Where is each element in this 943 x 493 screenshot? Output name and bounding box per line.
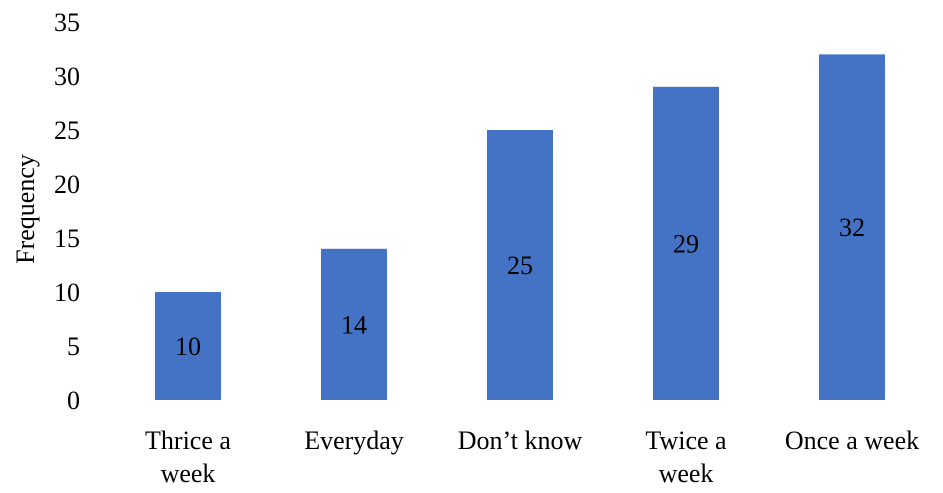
y-axis-ticks: 0 5 10 15 20 25 30 35 bbox=[54, 8, 80, 415]
y-tick-label: 30 bbox=[54, 62, 80, 91]
bars bbox=[155, 54, 885, 401]
y-tick-label: 35 bbox=[54, 8, 80, 37]
bar bbox=[487, 130, 553, 400]
bar bbox=[155, 292, 221, 400]
x-category-label: Once a week bbox=[785, 426, 919, 455]
data-labels: 10 14 25 29 32 bbox=[175, 213, 865, 361]
bar bbox=[321, 248, 387, 400]
y-tick-label: 0 bbox=[67, 386, 80, 415]
bar-data-label: 14 bbox=[341, 310, 367, 339]
x-category-label: Thrice a week bbox=[145, 426, 231, 488]
x-axis-labels: Thrice a week Everyday Don’t know Twice a wee… bbox=[145, 426, 919, 488]
x-category-label-line: week bbox=[659, 459, 714, 488]
x-category-label-line: week bbox=[161, 459, 216, 488]
y-tick-label: 5 bbox=[67, 332, 80, 361]
x-category-label-line: Thrice a bbox=[145, 426, 231, 455]
bar-data-label: 25 bbox=[507, 251, 533, 280]
y-axis-title-group: Frequency bbox=[11, 154, 40, 264]
y-axis-title: Frequency bbox=[11, 154, 40, 264]
x-category-label-line: Everyday bbox=[304, 426, 404, 455]
bar-data-label: 10 bbox=[175, 332, 201, 361]
x-category-label-line: Once a week bbox=[785, 426, 919, 455]
y-tick-label: 20 bbox=[54, 170, 80, 199]
bar bbox=[819, 54, 885, 401]
bar-data-label: 32 bbox=[839, 213, 865, 242]
y-tick-label: 10 bbox=[54, 278, 80, 307]
x-category-label: Don’t know bbox=[458, 426, 583, 455]
bar bbox=[653, 86, 719, 401]
y-tick-label: 25 bbox=[54, 116, 80, 145]
x-category-label-line: Don’t know bbox=[458, 426, 583, 455]
x-category-label: Everyday bbox=[304, 426, 404, 455]
x-category-label: Twice a week bbox=[645, 426, 727, 488]
x-category-label-line: Twice a bbox=[645, 426, 727, 455]
y-tick-label: 15 bbox=[54, 224, 80, 253]
bar-data-label: 29 bbox=[673, 229, 699, 258]
